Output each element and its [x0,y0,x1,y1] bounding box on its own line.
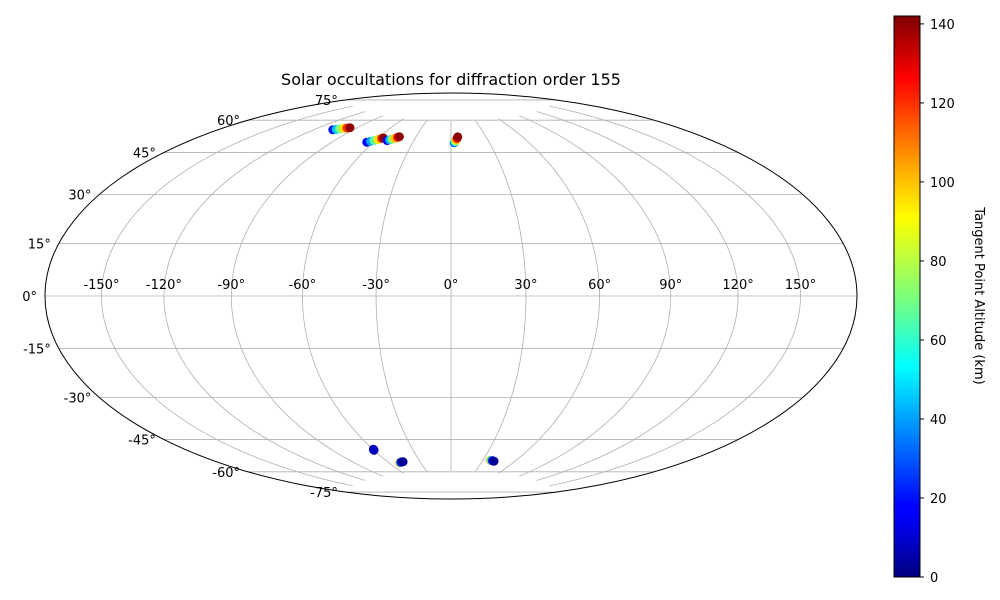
lon-tick-label: 60° [588,278,611,293]
lat-tick-label: -60° [212,466,240,481]
lat-tick-label: 45° [133,146,156,161]
colorbar-tick-label: 100 [930,176,955,191]
colorbar-ticks: 0 20 40 60 80 100 120 140 [920,18,955,586]
occultation-point [345,123,355,133]
colorbar-tick-label: 80 [930,255,947,270]
colorbar-tick-label: 40 [930,413,947,428]
map-boundary [44,92,858,500]
colorbar-tick-label: 120 [930,97,955,112]
occultation-point [368,444,378,454]
chart-title: Solar occultations for diffraction order… [281,70,621,89]
lat-tick-label: -45° [128,434,156,449]
grid-meridian [101,105,353,487]
map-grid [45,99,857,493]
lon-tick-label: 120° [722,278,753,293]
data-points [328,123,499,468]
lon-tick-label: -120° [146,278,182,293]
grid-meridian [549,105,801,487]
lat-tick-label: 30° [68,189,91,204]
grid-meridian [230,115,383,477]
lat-tick-label: 15° [28,237,51,252]
grid-meridian [498,118,601,474]
lat-tick-label: -30° [64,392,92,407]
lon-tick-label: 150° [785,278,816,293]
colorbar: 0 20 40 60 80 100 120 140 Tangent Point Altitud… [893,15,986,586]
longitude-tick-labels: -150° -120° -90° -60° -30° 0° 30° 60° 90° 120° 150… [83,278,816,293]
lon-tick-label: -30° [362,278,390,293]
colorbar-label: Tangent Point Altitude (km) [971,206,986,384]
colorbar-tick-label: 140 [930,18,955,33]
lat-tick-label: 60° [217,114,240,129]
occultation-point [453,132,463,142]
grid-meridian [163,111,366,481]
occultation-point [489,456,499,466]
colorbar-tick-label: 60 [930,334,947,349]
lon-tick-label: 90° [659,278,682,293]
colorbar-gradient [893,15,921,578]
lon-tick-label: 30° [514,278,537,293]
occultation-point [394,132,404,142]
grid-meridian [536,111,739,481]
lat-tick-label: -15° [23,343,51,358]
lon-tick-label: -150° [83,278,119,293]
lon-tick-label: -90° [217,278,245,293]
latitude-tick-labels: 75° 60° 45° 30° 15° 0° -15° -30° -45° -60° -75° [22,94,338,501]
colorbar-tick-label: 20 [930,492,947,507]
grid-meridian [301,118,404,474]
lat-tick-label: 75° [315,94,338,109]
grid-meridian [519,115,672,477]
lat-tick-label: 0° [22,290,37,305]
grid-meridian [475,120,527,472]
grid-meridian [375,120,427,472]
lat-tick-label: -75° [310,486,338,501]
occultation-point [398,457,408,467]
colorbar-tick-label: 0 [930,571,938,586]
lon-tick-label: 0° [444,278,459,293]
lon-tick-label: -60° [289,278,317,293]
